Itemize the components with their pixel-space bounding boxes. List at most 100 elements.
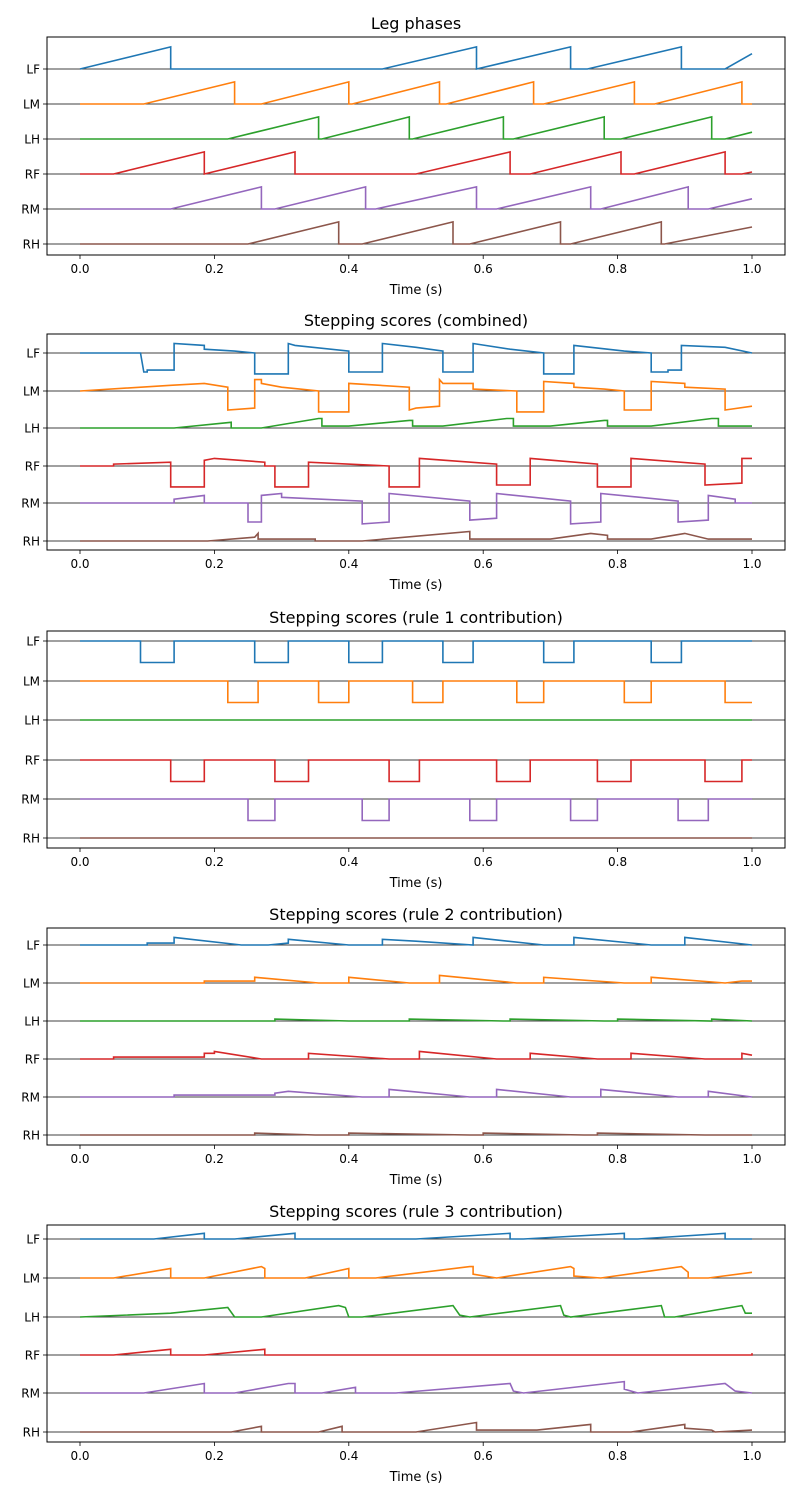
series-line-rm [80,1380,753,1394]
series-line-rf [80,457,752,488]
x-tick-label: 0.2 [205,557,224,571]
x-tick-label: 1.0 [742,1152,761,1166]
x-tick-label: 0.0 [70,1449,89,1463]
chart-title: Stepping scores (combined) [304,311,528,330]
x-axis-label: Time (s) [389,578,443,593]
series-line-lf [80,1232,752,1240]
x-tick-label: 0.0 [70,855,89,869]
axes-frame [46,630,786,849]
x-tick-label: 0.6 [474,855,493,869]
x-axis-label: Time (s) [389,1173,443,1188]
series-line-rf [80,1050,753,1060]
y-tick-label-lm: LM [23,385,40,399]
y-tick-label-lh: LH [24,1311,40,1325]
x-tick-label: 0.6 [474,557,493,571]
series-line-rm [80,492,752,525]
series-line-lm [79,377,753,413]
y-tick-label-lh: LH [24,133,40,147]
series-line-rm [80,798,752,822]
y-tick-label-rh: RH [23,1129,40,1143]
series-line-rf [80,759,752,783]
x-tick-label: 1.0 [742,262,761,276]
x-tick-label: 0.2 [205,262,224,276]
chart-title: Stepping scores (rule 3 contribution) [269,1202,563,1221]
series-line-lf [80,342,753,375]
y-tick-label-rm: RM [21,1091,40,1105]
x-tick-label: 1.0 [742,557,761,571]
y-tick-label-lf: LF [26,1233,40,1247]
series-line-lm [80,80,752,105]
y-tick-label-rf: RF [25,1349,40,1363]
x-tick-label: 0.4 [339,855,358,869]
x-tick-label: 0.4 [339,557,358,571]
y-tick-label-lf: LF [26,939,40,953]
y-tick-label-lh: LH [24,1015,40,1029]
series-line-lf [79,45,753,71]
series-line-lh [80,417,752,429]
y-tick-label-rm: RM [21,497,40,511]
series-line-rh [80,220,753,245]
y-tick-label-rm: RM [21,1387,40,1401]
y-tick-label-lh: LH [24,714,40,728]
x-tick-label: 0.0 [70,557,89,571]
x-axis-label: Time (s) [389,876,443,891]
series-line-rm [80,185,753,210]
x-tick-label: 0.4 [339,1152,358,1166]
x-tick-label: 1.0 [742,855,761,869]
x-axis-label: Time (s) [389,283,443,298]
series-line-rf [80,150,753,176]
y-tick-label-lm: LM [23,675,40,689]
x-tick-label: 0.8 [608,1449,627,1463]
series-line-lm [80,680,752,704]
chart-panel-1: Leg phases LF LM LH RF RM RH 0.0 0.2 0.4 0.6 0.8 1.0… [21,14,786,298]
series-line-lh [80,115,753,140]
series-line-rf [80,1348,753,1356]
x-tick-label: 0.2 [205,855,224,869]
series-line-lm [80,1265,753,1279]
axes-frame [46,927,786,1146]
x-tick-label: 0.2 [205,1449,224,1463]
x-axis-label: Time (s) [389,1470,443,1485]
y-tick-label-rm: RM [21,793,40,807]
y-tick-label-rm: RM [21,203,40,217]
series-line-rm [80,1088,753,1098]
x-tick-label: 0.6 [474,1449,493,1463]
x-tick-label: 0.6 [474,1152,493,1166]
x-tick-label: 0.2 [205,1152,224,1166]
y-tick-label-lm: LM [23,977,40,991]
y-tick-label-rf: RF [25,1053,40,1067]
y-tick-label-rh: RH [23,535,40,549]
chart-title: Stepping scores (rule 1 contribution) [269,608,563,627]
series-line-lh [79,1304,752,1318]
series-line-lh [80,1018,753,1022]
y-tick-label-lm: LM [23,1272,40,1286]
chart-panel-4: Stepping scores (rule 2 contribution) LF L… [21,905,786,1188]
x-tick-label: 1.0 [742,1449,761,1463]
y-tick-label-lm: LM [23,98,40,112]
x-tick-label: 0.4 [339,262,358,276]
y-tick-label-lf: LF [26,635,40,649]
series-line-rh [80,530,752,542]
chart-panel-3: Stepping scores (rule 1 contribution) LF L… [21,608,786,891]
x-tick-label: 0.6 [474,262,493,276]
y-tick-label-rh: RH [23,832,40,846]
y-tick-label-rf: RF [25,754,40,768]
y-tick-label-lf: LF [26,347,40,361]
y-tick-label-lf: LF [26,63,40,77]
series-line-lf [80,936,753,946]
x-tick-label: 0.8 [608,855,627,869]
x-tick-label: 0.0 [70,1152,89,1166]
axes-frame [46,333,786,551]
chart-panel-2: Stepping scores (combined) LF LM LH RF RM RH 0.… [21,311,786,593]
series-line-rh [80,1132,752,1136]
y-tick-label-lh: LH [24,422,40,436]
x-tick-label: 0.8 [608,262,627,276]
x-tick-label: 0.8 [608,1152,627,1166]
series-line-lm [80,974,752,984]
y-tick-label-rf: RF [25,168,40,182]
axes-frame [46,36,786,256]
x-tick-label: 0.8 [608,557,627,571]
axes-frame [46,1224,786,1443]
chart-title: Stepping scores (rule 2 contribution) [269,905,563,924]
